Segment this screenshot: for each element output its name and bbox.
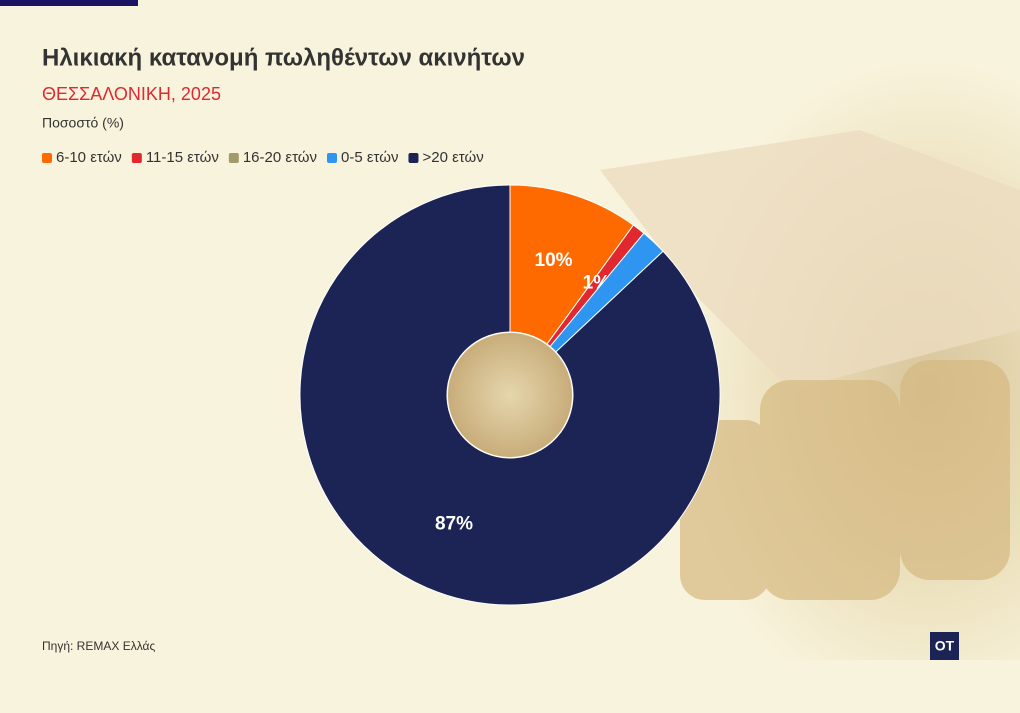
donut-slice — [509, 184, 635, 345]
legend-label: >20 ετών — [422, 149, 483, 166]
legend-label: 6-10 ετών — [56, 149, 122, 166]
logo: OT — [935, 638, 955, 654]
donut-slice — [299, 184, 721, 606]
legend-marker — [42, 153, 52, 163]
top-bar — [0, 0, 138, 6]
data-label: 10% — [535, 250, 573, 271]
legend-label: 0-5 ετών — [341, 149, 398, 166]
legend-marker — [408, 153, 419, 163]
donut-hole — [448, 333, 572, 457]
unit-label: Ποσοστό (%) — [42, 115, 124, 131]
legend-marker — [327, 153, 337, 163]
legend-label: 11-15 ετών — [146, 149, 219, 166]
data-label: 87% — [435, 513, 473, 534]
legend-marker — [131, 153, 142, 163]
source: Πηγή: REMAX Ελλάς — [42, 639, 155, 653]
banknote — [600, 130, 1020, 390]
chart-subtitle: ΘΕΣΣΑΛΟΝΙΚΗ, 2025 — [42, 84, 221, 104]
chart-title: Ηλικιακή κατανομή πωληθέντων ακινήτων — [42, 44, 525, 71]
legend-label: 16-20 ετών — [243, 149, 317, 166]
legend-marker — [228, 153, 239, 163]
logo-box — [930, 632, 959, 660]
